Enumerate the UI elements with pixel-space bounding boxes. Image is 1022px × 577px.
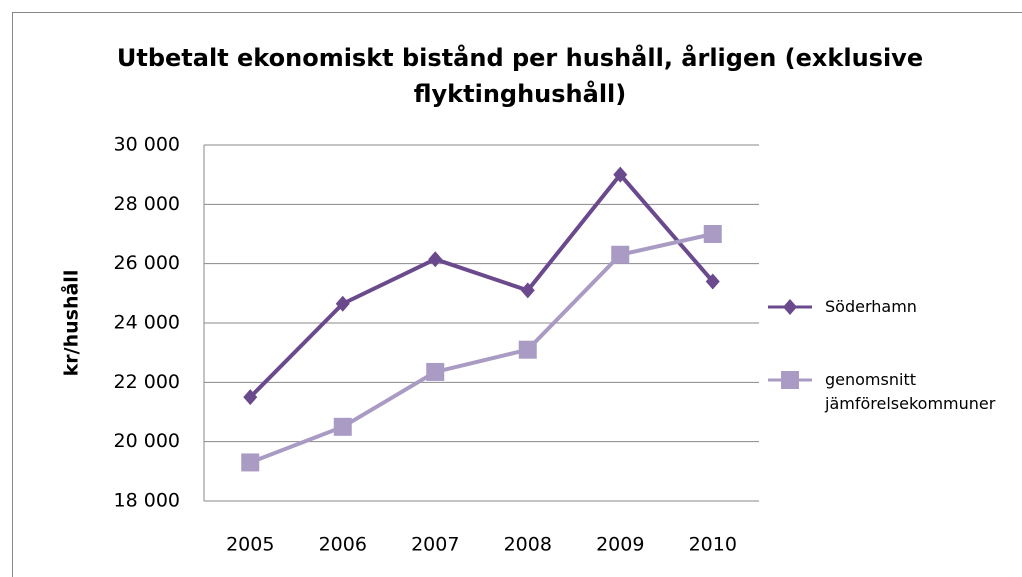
x-tick-label: 2010 xyxy=(689,534,737,556)
point xyxy=(518,340,537,359)
y-tick-label: 18 000 xyxy=(114,490,180,512)
legend-marker xyxy=(783,299,797,315)
point xyxy=(333,417,352,436)
legend-label: Söderhamn xyxy=(825,297,917,316)
chart-frame xyxy=(12,12,1022,577)
chart-title: Utbetalt ekonomiskt bistånd per hushåll,… xyxy=(116,44,924,108)
y-tick-label: 22 000 xyxy=(114,371,180,393)
x-tick-label: 2008 xyxy=(504,534,552,556)
series-line xyxy=(249,232,714,465)
y-tick-label: 26 000 xyxy=(114,252,180,274)
y-tick-label: 28 000 xyxy=(114,193,180,215)
x-tick-label: 2007 xyxy=(411,534,459,556)
point xyxy=(705,273,720,290)
point xyxy=(243,389,258,406)
x-tick-label: 2009 xyxy=(596,534,644,556)
point xyxy=(611,245,630,264)
point xyxy=(241,453,260,472)
y-tick-label: 20 000 xyxy=(114,430,180,452)
legend-marker xyxy=(781,371,799,389)
x-tick-label: 2005 xyxy=(226,534,274,556)
y-tick-label: 30 000 xyxy=(114,134,180,156)
legend-label: genomsnitt jämförelsekommuner xyxy=(825,370,996,413)
y-tick-label: 24 000 xyxy=(114,312,180,334)
point xyxy=(613,166,628,183)
point xyxy=(428,251,443,268)
point xyxy=(335,295,350,312)
x-tick-label: 2006 xyxy=(319,534,367,556)
point xyxy=(703,225,722,243)
point xyxy=(426,362,445,381)
series-line xyxy=(248,171,715,399)
point xyxy=(520,282,535,299)
y-axis-label: kr/hushåll xyxy=(59,270,83,377)
